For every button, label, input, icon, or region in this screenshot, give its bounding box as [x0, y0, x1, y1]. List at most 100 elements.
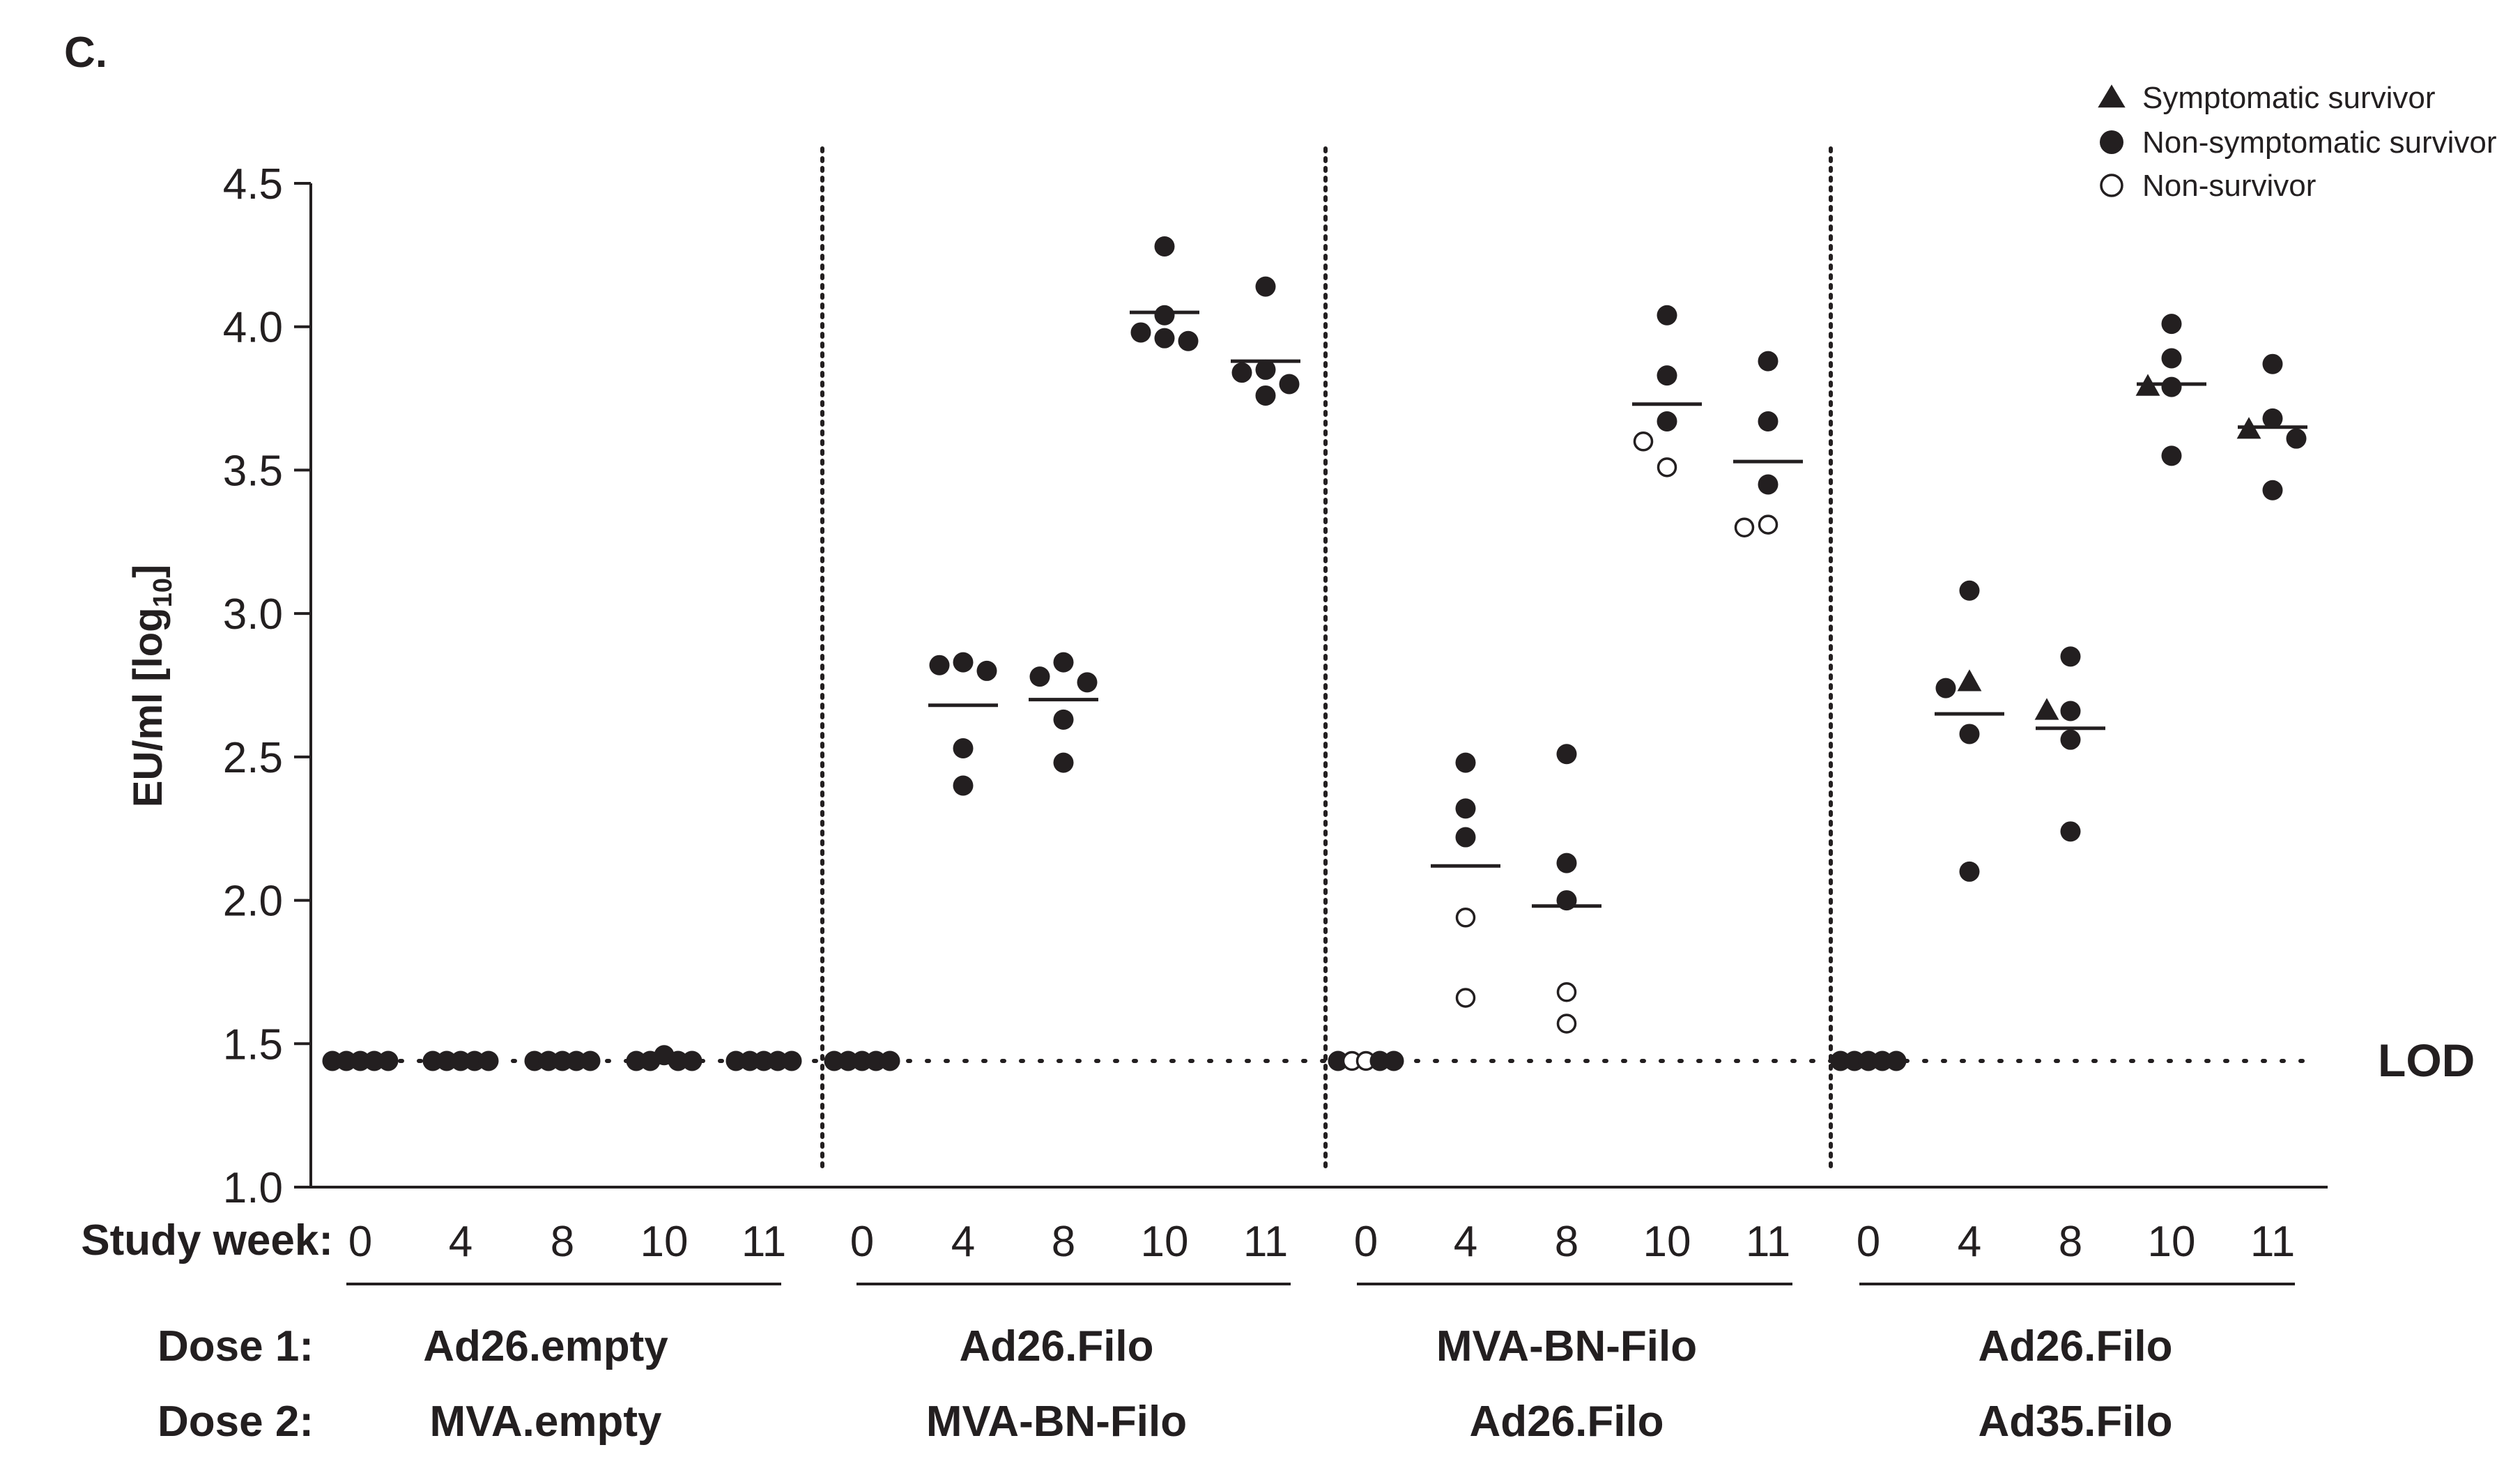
study-week-tick-label: 10 — [1141, 1218, 1189, 1266]
non-symptomatic-survivor-point — [953, 738, 974, 759]
non-survivor-point — [1657, 457, 1677, 477]
data-points — [322, 236, 2307, 1071]
study-week-label: Study week: — [81, 1216, 333, 1264]
non-symptomatic-survivor-point — [1328, 1050, 1349, 1071]
y-tick-label: 1.5 — [223, 1021, 283, 1069]
non-symptomatic-survivor-point — [753, 1050, 774, 1071]
study-week-tick-label: 8 — [1052, 1218, 1075, 1266]
non-symptomatic-survivor-point — [566, 1050, 587, 1071]
non-symptomatic-survivor-point — [1231, 362, 1252, 383]
lod-label: LOD — [2378, 1034, 2475, 1086]
non-symptomatic-survivor-point — [2161, 348, 2182, 369]
non-symptomatic-survivor-point — [1872, 1050, 1893, 1071]
non-symptomatic-survivor-point — [422, 1050, 443, 1071]
non-symptomatic-survivor-point — [1455, 752, 1476, 773]
non-symptomatic-survivor-point — [464, 1050, 485, 1071]
study-week-tick-label: 0 — [1354, 1218, 1378, 1266]
non-symptomatic-survivor-point — [2161, 376, 2182, 397]
non-symptomatic-survivor-point — [478, 1050, 499, 1071]
study-week-tick-label: 11 — [1243, 1218, 1288, 1266]
legend-filled-circle-marker — [2100, 130, 2123, 154]
study-week-tick-label: 10 — [1643, 1218, 1691, 1266]
non-symptomatic-survivor-point — [852, 1050, 873, 1071]
study-week-tick-label: 8 — [2059, 1218, 2082, 1266]
non-symptomatic-survivor-point — [2060, 821, 2081, 842]
non-symptomatic-survivor-point — [1455, 798, 1476, 819]
non-symptomatic-survivor-point — [1154, 305, 1175, 326]
non-symptomatic-survivor-point — [1657, 365, 1677, 386]
y-tick-label: 1.0 — [223, 1164, 283, 1212]
y-tick-label: 3.5 — [223, 447, 283, 495]
non-symptomatic-survivor-point — [682, 1050, 702, 1071]
non-symptomatic-survivor-point — [824, 1050, 845, 1071]
non-symptomatic-survivor-point — [364, 1050, 385, 1071]
non-symptomatic-survivor-point — [2060, 729, 2081, 750]
non-symptomatic-survivor-point — [781, 1050, 802, 1071]
non-symptomatic-survivor-point — [1657, 305, 1677, 326]
non-symptomatic-survivor-point — [1758, 351, 1778, 372]
study-week-tick-label: 11 — [2250, 1218, 2295, 1266]
study-week-tick-label: 11 — [742, 1218, 786, 1266]
dose1-value: MVA-BN-Filo — [1436, 1322, 1697, 1370]
non-symptomatic-survivor-point — [1130, 322, 1151, 343]
non-symptomatic-survivor-point — [1053, 752, 1074, 773]
dose1-label: Dose 1: — [158, 1322, 314, 1370]
dose2-value: MVA.empty — [429, 1398, 662, 1446]
x-axis-labels: Study week: 0 4 8 10 11 Ad26.empty MVA.empty 0 4 8… — [81, 1216, 2295, 1446]
dose2-value: Ad26.Filo — [1469, 1398, 1664, 1446]
dose1-value: Ad26.Filo — [959, 1322, 1153, 1370]
non-symptomatic-survivor-point — [336, 1050, 357, 1071]
non-symptomatic-survivor-point — [2161, 445, 2182, 466]
non-survivor-point — [1734, 517, 1755, 537]
non-survivor-point — [1758, 514, 1778, 535]
non-symptomatic-survivor-point — [626, 1050, 647, 1071]
non-symptomatic-survivor-point — [436, 1050, 457, 1071]
non-symptomatic-survivor-point — [552, 1050, 573, 1071]
legend-label: Non-survivor — [2142, 169, 2316, 203]
non-symptomatic-survivor-point — [1178, 330, 1199, 351]
study-week-tick-label: 4 — [1958, 1218, 1981, 1266]
study-week-tick-label: 11 — [1746, 1218, 1790, 1266]
dose2-value: Ad35.Filo — [1978, 1398, 2172, 1446]
non-symptomatic-survivor-point — [1455, 827, 1476, 848]
non-symptomatic-survivor-point — [866, 1050, 886, 1071]
non-symptomatic-survivor-point — [1657, 411, 1677, 431]
non-symptomatic-survivor-point — [668, 1050, 689, 1071]
non-symptomatic-survivor-point — [1959, 861, 1980, 882]
legend-label: Symptomatic survivor — [2142, 81, 2436, 115]
y-axis-title: EU/ml [log10] — [125, 565, 178, 807]
study-week-tick-label: 0 — [1857, 1218, 1880, 1266]
study-week-tick-label: 4 — [449, 1218, 472, 1266]
non-symptomatic-survivor-point — [450, 1050, 471, 1071]
non-symptomatic-survivor-point — [2262, 353, 2283, 374]
non-symptomatic-survivor-point — [767, 1050, 788, 1071]
non-symptomatic-survivor-point — [322, 1050, 343, 1071]
group-separators — [820, 146, 1833, 1175]
non-symptomatic-survivor-point — [2262, 480, 2283, 500]
non-symptomatic-survivor-point — [739, 1050, 760, 1071]
non-survivor-point — [1455, 988, 1476, 1008]
non-symptomatic-survivor-point — [1935, 678, 1956, 698]
symptomatic-survivor-point — [2135, 374, 2160, 396]
dose1-value: Ad26.Filo — [1978, 1322, 2172, 1370]
non-symptomatic-survivor-point — [2286, 428, 2307, 449]
non-symptomatic-survivor-point — [1556, 744, 1577, 765]
non-survivor-point — [1633, 431, 1654, 452]
study-week-tick-label: 4 — [1454, 1218, 1477, 1266]
symptomatic-survivor-point — [2236, 417, 2261, 439]
non-symptomatic-survivor-point — [1758, 474, 1778, 495]
non-symptomatic-survivor-point — [1154, 236, 1175, 257]
y-tick-label: 2.0 — [223, 878, 283, 926]
non-symptomatic-survivor-point — [1029, 666, 1050, 687]
non-symptomatic-survivor-point — [2161, 314, 2182, 335]
non-symptomatic-survivor-point — [976, 660, 997, 681]
non-symptomatic-survivor-point — [1255, 276, 1276, 297]
non-symptomatic-survivor-point — [1369, 1050, 1390, 1071]
non-symptomatic-survivor-point — [2262, 408, 2283, 429]
non-symptomatic-survivor-point — [1255, 359, 1276, 380]
axes: 1.0 1.5 2.0 2.5 3.0 3.5 4.0 4.5 EU/ml [log10] — [125, 160, 2328, 1212]
non-symptomatic-survivor-point — [378, 1050, 399, 1071]
non-symptomatic-survivor-point — [1830, 1050, 1851, 1071]
non-symptomatic-survivor-point — [953, 775, 974, 796]
